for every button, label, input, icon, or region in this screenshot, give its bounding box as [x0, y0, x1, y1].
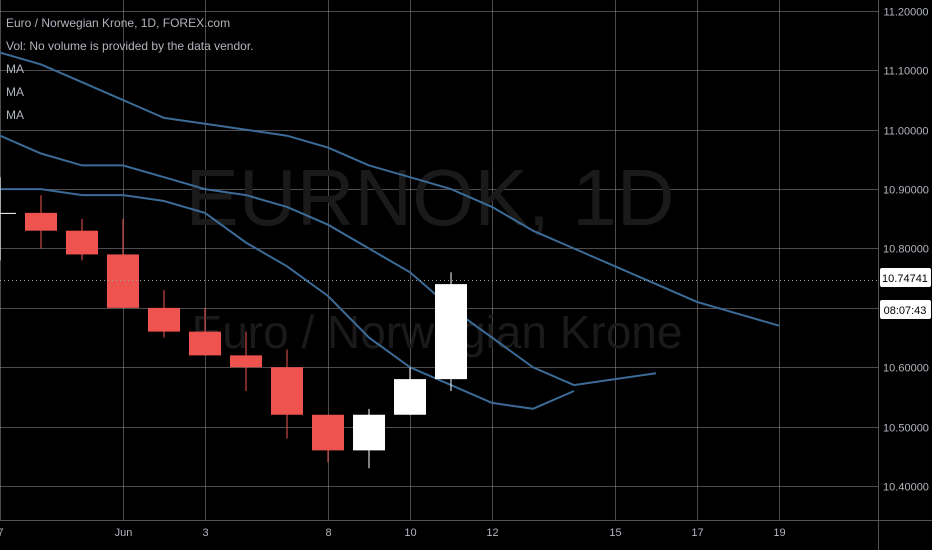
- legend-ma-2: MA: [6, 85, 24, 99]
- candle-body: [25, 212, 57, 231]
- x-tick-label: 3: [202, 527, 208, 539]
- legend-title: Euro / Norwegian Krone, 1D, FOREX.com: [6, 16, 231, 30]
- candle-body: [312, 414, 344, 451]
- candle-body: [66, 230, 98, 255]
- x-tick-label: 15: [609, 527, 621, 539]
- legend-ma-3: MA: [6, 108, 24, 122]
- y-tick-label: 10.80000: [883, 244, 929, 256]
- legend-volume-note: Vol: No volume is provided by the data v…: [6, 39, 254, 53]
- ma-line: [0, 134, 657, 387]
- y-tick-label: 10.90000: [883, 185, 929, 197]
- x-tick-label: 17: [691, 527, 703, 539]
- watermark-symbol: EURNOK, 1D: [186, 153, 675, 242]
- legend-ma-1: MA: [6, 62, 24, 76]
- y-tick-label: 10.40000: [883, 482, 929, 494]
- x-tick-label: 10: [404, 527, 416, 539]
- time-axis[interactable]: 7 Jun 3 8 10 12 15 17 19: [0, 527, 786, 539]
- candle-body: [271, 367, 303, 415]
- x-tick-label: 19: [773, 527, 785, 539]
- countdown-badge: 08:07:43: [880, 300, 931, 319]
- x-tick-label: Jun: [115, 527, 133, 539]
- candles: [0, 177, 467, 469]
- candle-body: [0, 212, 16, 214]
- candle-body: [230, 355, 262, 368]
- countdown-label: 08:07:43: [884, 305, 927, 317]
- candle-body: [148, 307, 180, 332]
- moving-average-lines: [0, 51, 780, 410]
- x-tick-label: 7: [0, 527, 4, 539]
- y-tick-label: 11.00000: [883, 126, 928, 138]
- last-price-label: 10.74741: [882, 273, 928, 285]
- x-tick-label: 12: [486, 527, 498, 539]
- y-tick-label: 10.50000: [883, 423, 929, 435]
- candle-body: [107, 254, 139, 308]
- ma-line: [0, 51, 780, 327]
- y-tick-label: 10.60000: [883, 363, 929, 375]
- x-tick-label: 8: [325, 527, 331, 539]
- candle-body: [435, 284, 467, 380]
- candle-body: [353, 414, 385, 451]
- candle-body: [394, 379, 426, 415]
- price-axis-panel[interactable]: [878, 0, 932, 520]
- candle-body: [189, 331, 221, 356]
- y-tick-label: 11.10000: [883, 66, 928, 78]
- ma-line: [0, 188, 575, 410]
- last-price-badge: 10.74741: [880, 268, 931, 287]
- chart-legend: Euro / Norwegian Krone, 1D, FOREX.com Vo…: [6, 12, 253, 127]
- y-tick-label: 11.20000: [883, 7, 928, 19]
